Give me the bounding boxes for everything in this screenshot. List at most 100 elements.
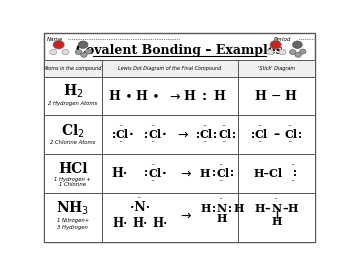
Text: :: : <box>144 168 148 178</box>
Text: H $\bullet$: H $\bullet$ <box>108 89 132 103</box>
Text: ··: ·· <box>202 138 207 147</box>
Text: :: : <box>196 130 200 140</box>
Text: Atoms in the compound: Atoms in the compound <box>44 66 102 71</box>
Bar <box>44 60 102 77</box>
Bar <box>102 77 238 115</box>
Circle shape <box>270 40 281 49</box>
Text: ··: ·· <box>273 195 278 204</box>
Circle shape <box>295 52 301 57</box>
Text: ··: ·· <box>136 194 141 203</box>
Text: ··: ·· <box>150 177 156 186</box>
Text: $\rightarrow$: $\rightarrow$ <box>178 167 192 180</box>
Bar <box>102 154 238 193</box>
Text: ··: ·· <box>118 138 123 147</box>
Text: ·: · <box>129 128 133 141</box>
Text: N: N <box>272 203 282 214</box>
Circle shape <box>279 49 286 55</box>
Text: ·: · <box>161 167 166 180</box>
Circle shape <box>267 49 274 55</box>
Bar <box>102 115 238 154</box>
Bar <box>44 77 102 115</box>
Text: Cl: Cl <box>148 129 162 140</box>
Text: 1 Nitrogen+: 1 Nitrogen+ <box>57 218 89 223</box>
Circle shape <box>78 41 88 49</box>
Bar <box>238 77 315 115</box>
Text: H $\bullet$: H $\bullet$ <box>135 89 159 103</box>
Text: 3 Hydrogen: 3 Hydrogen <box>57 225 88 230</box>
Text: 1 Hydrogen +: 1 Hydrogen + <box>55 177 91 182</box>
Text: ··: ·· <box>218 195 223 204</box>
Text: :: : <box>293 168 298 178</box>
Bar <box>238 115 315 154</box>
Text: 'Stick' Diagram: 'Stick' Diagram <box>258 66 295 71</box>
Text: Cl: Cl <box>148 168 162 179</box>
Text: $\rightarrow$: $\rightarrow$ <box>175 128 189 141</box>
Text: ··: ·· <box>202 122 207 131</box>
Bar <box>102 193 238 242</box>
Text: ··: ·· <box>287 138 292 147</box>
Circle shape <box>293 41 302 49</box>
Text: H$_2$: H$_2$ <box>63 83 83 100</box>
Text: :: : <box>298 130 302 140</box>
Text: :: : <box>212 204 216 214</box>
Text: H: H <box>200 168 210 179</box>
Text: –: – <box>265 204 271 214</box>
Text: :: : <box>230 168 234 178</box>
Text: ··: ·· <box>257 122 262 131</box>
Text: H: H <box>288 203 298 214</box>
Text: Cl: Cl <box>216 168 229 179</box>
Text: H: H <box>272 216 282 227</box>
Text: H: H <box>233 203 243 214</box>
Text: ··: ·· <box>218 177 224 186</box>
Text: NH$_3$: NH$_3$ <box>56 200 90 217</box>
Text: :: : <box>232 130 236 140</box>
Text: $\rightarrow$: $\rightarrow$ <box>178 208 192 221</box>
Text: H–Cl: H–Cl <box>254 168 283 179</box>
Bar <box>44 154 102 193</box>
Text: :: : <box>212 168 216 178</box>
Circle shape <box>62 49 69 55</box>
Circle shape <box>53 40 64 49</box>
Text: H·: H· <box>153 217 168 230</box>
Text: ··: ·· <box>221 122 226 131</box>
Bar <box>238 154 315 193</box>
Text: Name: Name <box>47 37 63 42</box>
Text: H·: H· <box>112 167 128 180</box>
Text: H $-$ H: H $-$ H <box>254 89 299 103</box>
Text: ··: ·· <box>118 122 123 131</box>
Circle shape <box>85 49 92 54</box>
Bar <box>44 115 102 154</box>
Circle shape <box>80 52 87 57</box>
Text: H: H <box>201 203 211 214</box>
Text: Lewis Dot Diagram of the Final Compound: Lewis Dot Diagram of the Final Compound <box>118 66 222 71</box>
Text: :: : <box>228 204 232 214</box>
Text: :: : <box>112 130 116 140</box>
Text: 2 Hydrogen Atoms: 2 Hydrogen Atoms <box>48 101 98 107</box>
Text: Period: Period <box>274 37 292 42</box>
Text: :: : <box>213 130 217 140</box>
Circle shape <box>300 49 306 54</box>
Text: ··: ·· <box>150 138 156 147</box>
Circle shape <box>75 50 82 54</box>
Text: H: H <box>217 213 227 224</box>
Text: ··: ·· <box>221 138 226 147</box>
Text: –: – <box>282 204 288 214</box>
Bar <box>238 60 315 77</box>
Text: ··: ·· <box>218 161 224 170</box>
Bar <box>238 193 315 242</box>
Bar <box>102 60 238 77</box>
Text: 2 Chlorine Atoms: 2 Chlorine Atoms <box>50 140 96 145</box>
Text: HCl: HCl <box>58 162 88 176</box>
Text: –: – <box>273 128 279 141</box>
Text: Cl: Cl <box>219 129 232 140</box>
Bar <box>44 193 102 242</box>
Text: ·: · <box>161 128 166 141</box>
Text: H: H <box>254 203 265 214</box>
Text: ·N·: ·N· <box>130 201 150 214</box>
Text: H·: H· <box>112 217 127 230</box>
Circle shape <box>289 50 296 54</box>
Text: Cl: Cl <box>200 129 213 140</box>
Text: H $\mathbf{:}$ H: H $\mathbf{:}$ H <box>183 89 227 103</box>
Text: ··: ·· <box>150 161 156 170</box>
Text: :: : <box>251 130 255 140</box>
